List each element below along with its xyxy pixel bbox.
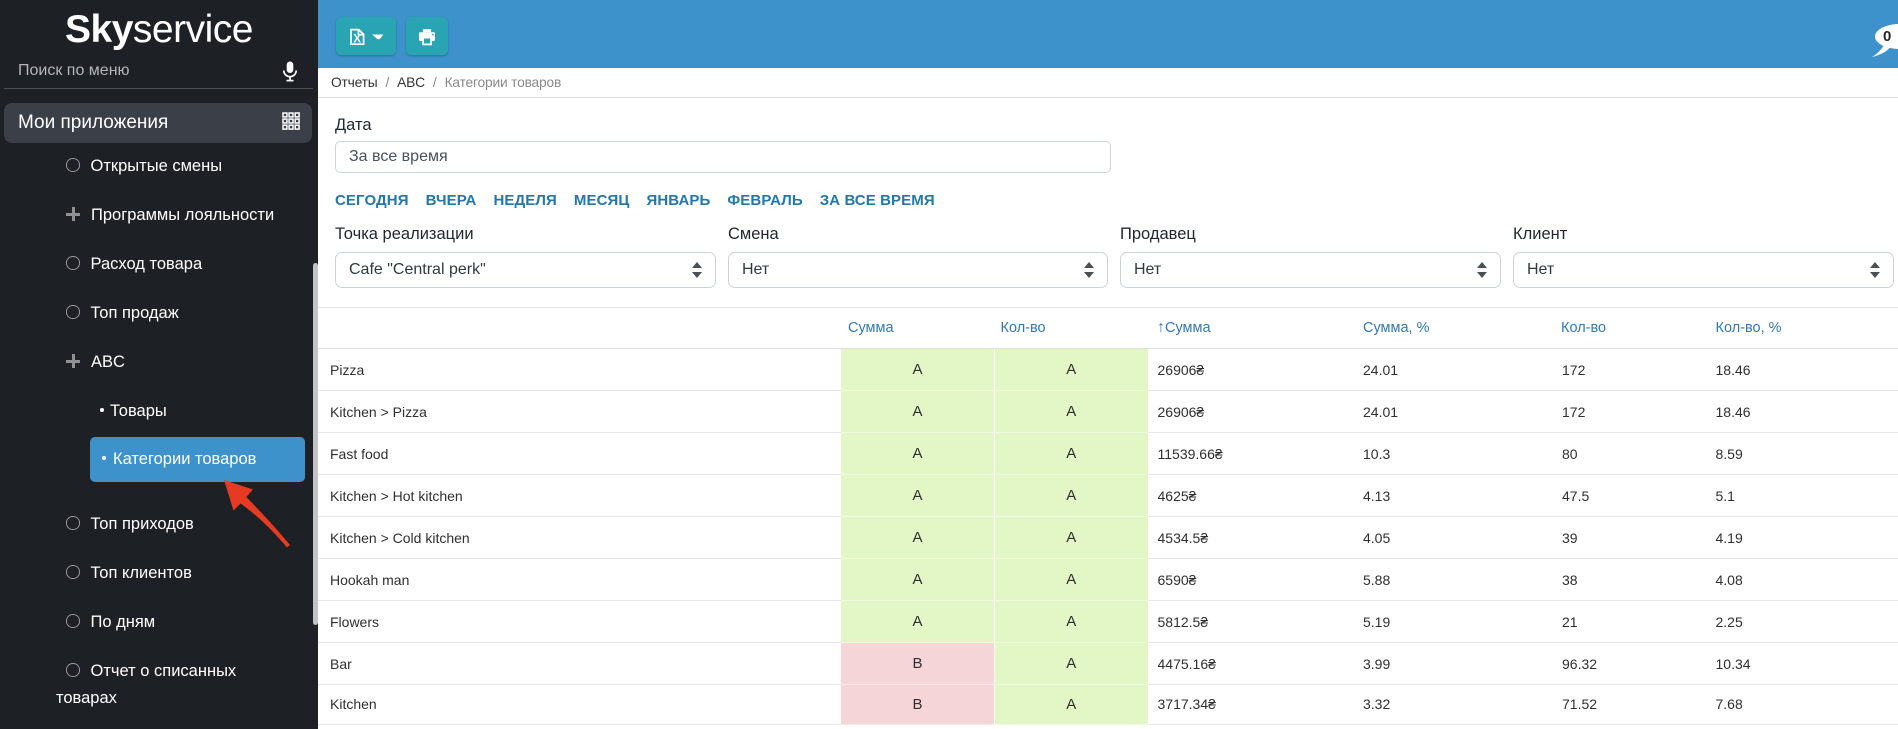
svg-text:X: X <box>353 34 361 46</box>
svg-text:0: 0 <box>1883 28 1891 45</box>
